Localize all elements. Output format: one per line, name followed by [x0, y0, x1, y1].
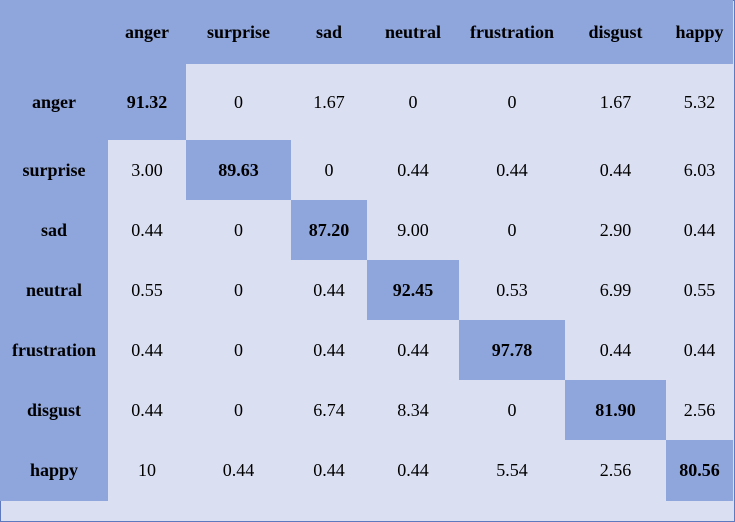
table-cell: 10: [108, 440, 186, 501]
table-cell: 0.44: [367, 440, 459, 501]
table-cell: 0.44: [459, 140, 565, 200]
table-cell: 6.74: [291, 380, 367, 440]
table-cell: 6.03: [666, 140, 733, 200]
row-header-sad: sad: [0, 200, 108, 260]
diagonal-cell: 87.20: [291, 200, 367, 260]
table-cell: 0.44: [666, 200, 733, 260]
table-cell: 0.53: [459, 260, 565, 320]
table-cell: 0: [291, 140, 367, 200]
diagonal-cell: 80.56: [666, 440, 733, 501]
table-cell: 2.90: [565, 200, 666, 260]
diagonal-cell: 97.78: [459, 320, 565, 380]
table-cell: 0.44: [565, 320, 666, 380]
table-cell: 9.00: [367, 200, 459, 260]
row-header-neutral: neutral: [0, 260, 108, 320]
table-cell: 0.44: [291, 440, 367, 501]
column-header-sad: sad: [291, 0, 367, 64]
table-cell: 0: [186, 200, 291, 260]
table-cell: 1.67: [565, 64, 666, 140]
diagonal-cell: 92.45: [367, 260, 459, 320]
table-cell: 0.55: [108, 260, 186, 320]
row-header-disgust: disgust: [0, 380, 108, 440]
table-cell: 6.99: [565, 260, 666, 320]
table-cell: 0.44: [367, 140, 459, 200]
column-header-frustration: frustration: [459, 0, 565, 64]
table-cell: 0.44: [291, 320, 367, 380]
table-cell: 0: [459, 64, 565, 140]
table-cell: 0.44: [108, 380, 186, 440]
table-cell: 2.56: [565, 440, 666, 501]
table-cell: 0: [186, 64, 291, 140]
table-row: surprise 3.00 89.63 0 0.44 0.44 0.44 6.03: [0, 140, 733, 200]
table-cell: 0: [459, 200, 565, 260]
header-row: anger surprise sad neutral frustration d…: [0, 0, 733, 64]
table-cell: 0: [367, 64, 459, 140]
column-header-happy: happy: [666, 0, 733, 64]
table-cell: 0.44: [367, 320, 459, 380]
table-cell: 0: [186, 380, 291, 440]
table-row: neutral 0.55 0 0.44 92.45 0.53 6.99 0.55: [0, 260, 733, 320]
table-cell: 0: [459, 380, 565, 440]
table-row: sad 0.44 0 87.20 9.00 0 2.90 0.44: [0, 200, 733, 260]
table-cell: 0.55: [666, 260, 733, 320]
table-cell: 3.00: [108, 140, 186, 200]
diagonal-cell: 91.32: [108, 64, 186, 140]
table-cell: 5.32: [666, 64, 733, 140]
table-cell: 5.54: [459, 440, 565, 501]
confusion-matrix-table: anger surprise sad neutral frustration d…: [0, 0, 733, 501]
table-cell: 0.44: [108, 200, 186, 260]
row-header-anger: anger: [0, 64, 108, 140]
table-cell: 8.34: [367, 380, 459, 440]
row-header-happy: happy: [0, 440, 108, 501]
row-header-frustration: frustration: [0, 320, 108, 380]
table-row: disgust 0.44 0 6.74 8.34 0 81.90 2.56: [0, 380, 733, 440]
table-cell: 0: [186, 320, 291, 380]
table-cell: 0.44: [291, 260, 367, 320]
diagonal-cell: 89.63: [186, 140, 291, 200]
table-cell: 0.44: [565, 140, 666, 200]
table-row: anger 91.32 0 1.67 0 0 1.67 5.32: [0, 64, 733, 140]
table-cell: 0: [186, 260, 291, 320]
column-header-neutral: neutral: [367, 0, 459, 64]
table-cell: 2.56: [666, 380, 733, 440]
table-cell: 0.44: [666, 320, 733, 380]
table-row: frustration 0.44 0 0.44 0.44 97.78 0.44 0.44: [0, 320, 733, 380]
row-header-surprise: surprise: [0, 140, 108, 200]
table-cell: 1.67: [291, 64, 367, 140]
table-cell: 0.44: [186, 440, 291, 501]
column-header-surprise: surprise: [186, 0, 291, 64]
column-header-disgust: disgust: [565, 0, 666, 64]
table-cell: 0.44: [108, 320, 186, 380]
table-row: happy 10 0.44 0.44 0.44 5.54 2.56 80.56: [0, 440, 733, 501]
diagonal-cell: 81.90: [565, 380, 666, 440]
column-header-anger: anger: [108, 0, 186, 64]
corner-cell: [0, 0, 108, 64]
